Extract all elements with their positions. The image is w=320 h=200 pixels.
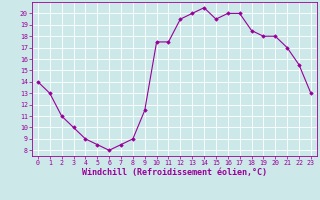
X-axis label: Windchill (Refroidissement éolien,°C): Windchill (Refroidissement éolien,°C): [82, 168, 267, 177]
